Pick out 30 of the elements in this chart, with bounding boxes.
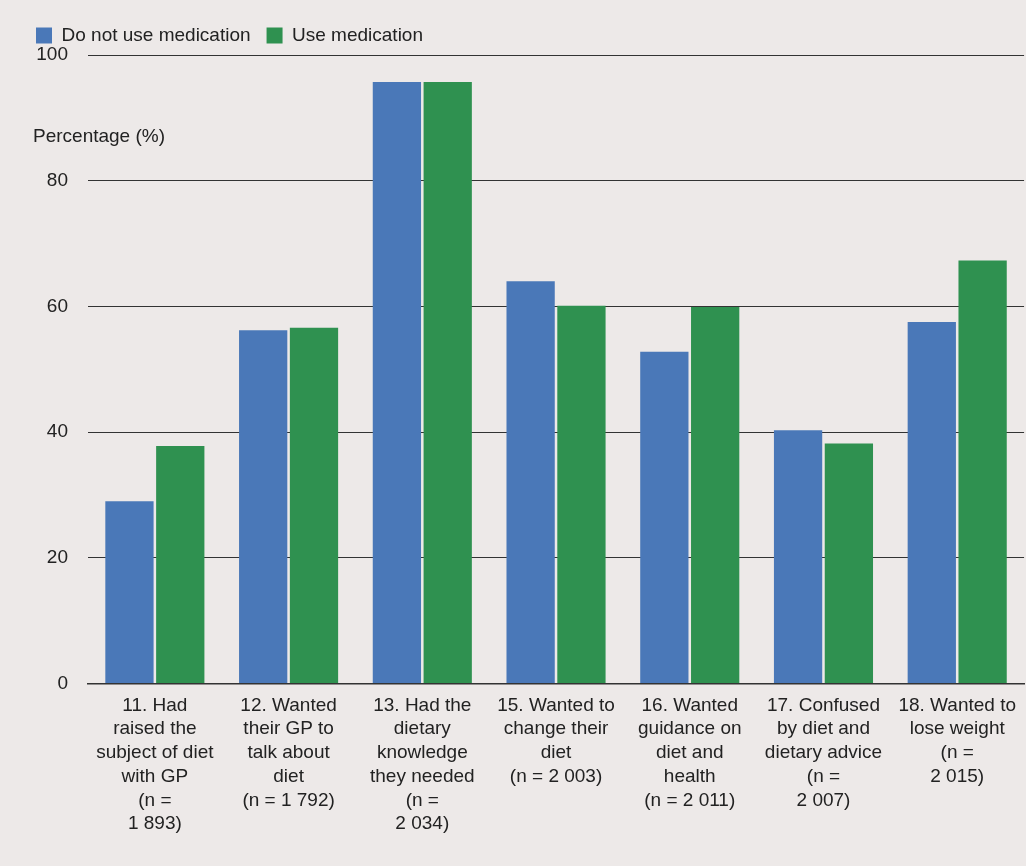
x-tick-label: 15. Wanted to change their diet (n = 2 003) bbox=[497, 693, 615, 786]
y-tick-label: 100 bbox=[36, 43, 68, 65]
bar bbox=[372, 82, 422, 683]
bar bbox=[289, 327, 339, 683]
legend-label: Do not use medication bbox=[61, 23, 251, 45]
bar bbox=[640, 351, 689, 683]
bar bbox=[156, 445, 205, 683]
y-tick-label: 20 bbox=[46, 546, 68, 568]
y-tick-label: 80 bbox=[46, 168, 68, 190]
bar bbox=[824, 443, 874, 683]
bar bbox=[773, 430, 823, 683]
bar bbox=[239, 330, 288, 683]
x-tick-label: 11. Had raised the subject of diet with GP (n = 1 893) bbox=[96, 693, 215, 834]
bar bbox=[105, 501, 154, 683]
y-tick-label: 40 bbox=[46, 420, 68, 442]
x-tick-label: 17. Confused by diet and dietary advice (n = 2 007) bbox=[764, 693, 883, 810]
y-tick-label: 60 bbox=[46, 294, 68, 316]
bar bbox=[423, 82, 472, 683]
legend-label: Use medication bbox=[292, 23, 424, 45]
bar bbox=[691, 307, 740, 683]
x-tick-label: 16. Wanted guidance on diet and health (n = 2 011) bbox=[637, 693, 742, 810]
y-tick-label: 0 bbox=[57, 671, 68, 693]
y-axis-title: Percentage (%) bbox=[33, 125, 166, 146]
x-tick-label: 13. Had the dietary knowledge they needed (n = 2 034) bbox=[370, 693, 475, 834]
x-tick-label: 12. Wanted their GP to talk about diet (n = 1 792) bbox=[240, 693, 337, 810]
bar bbox=[506, 281, 555, 683]
bar bbox=[907, 322, 956, 683]
bar bbox=[958, 260, 1007, 683]
bar bbox=[557, 305, 606, 683]
x-tick-label: 18. Wanted to lose weight (n = 2 015) bbox=[898, 693, 1016, 786]
